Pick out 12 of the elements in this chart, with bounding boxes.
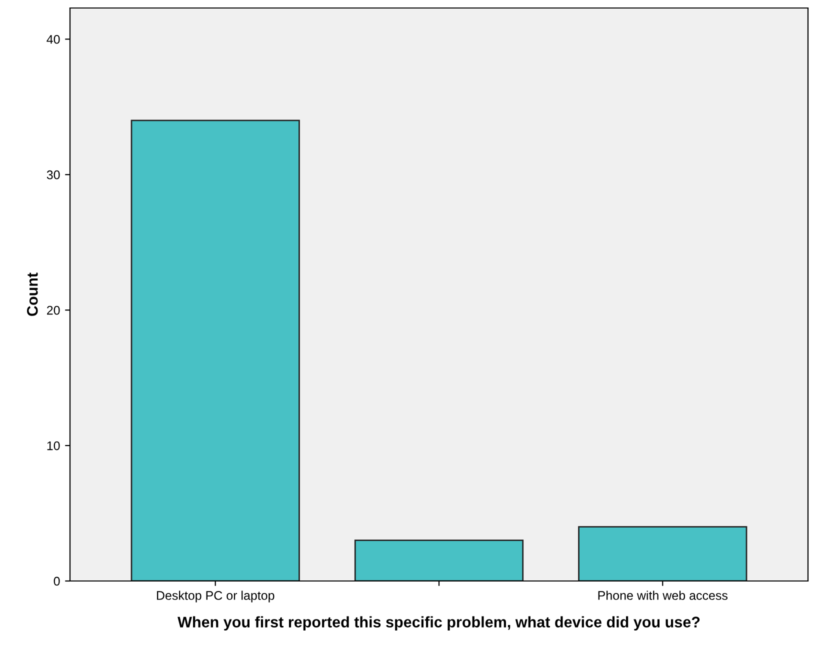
y-tick-label: 30 bbox=[46, 170, 60, 180]
bar bbox=[354, 540, 524, 581]
bar bbox=[578, 526, 748, 581]
x-tick-label: Phone with web access bbox=[598, 590, 728, 600]
y-tick-label: 40 bbox=[46, 34, 60, 44]
x-tick-label: Desktop PC or laptop bbox=[156, 590, 274, 602]
y-tick-label: 10 bbox=[47, 441, 60, 450]
x-axis-title: When you first reported this specific problem, what device did you use? bbox=[178, 616, 700, 631]
y-tick-label: 0 bbox=[54, 576, 60, 586]
y-tick-label: 20 bbox=[47, 306, 60, 315]
bar bbox=[130, 120, 300, 581]
y-axis-title: Count bbox=[26, 272, 38, 316]
